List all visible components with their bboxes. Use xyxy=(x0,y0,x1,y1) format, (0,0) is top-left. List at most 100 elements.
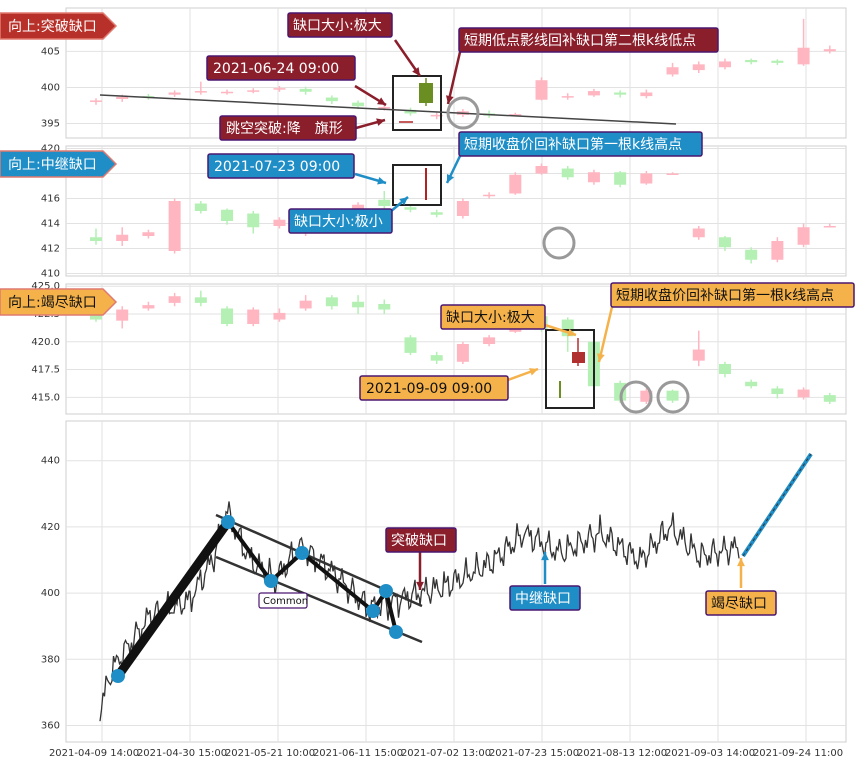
candle-body xyxy=(614,172,627,185)
candle-body xyxy=(404,337,417,353)
candle-body xyxy=(142,305,155,309)
panel1-size-box: 缺口大小:极大 xyxy=(287,12,393,38)
arrow-date3-head xyxy=(529,368,538,376)
candle-body xyxy=(771,60,784,63)
candle-body xyxy=(404,207,417,210)
candle-body xyxy=(797,47,810,65)
panel3-size-text: 缺口大小:极大 xyxy=(446,310,535,326)
panel1-y-tick: 405 xyxy=(41,46,60,57)
candle-body xyxy=(692,64,705,71)
panel1-shadow-box: 短期低点影线回补缺口第二根k线低点 xyxy=(458,27,719,53)
candle-body xyxy=(823,395,836,402)
panel2-tag-text: 向上:中继缺口 xyxy=(8,157,97,173)
main-x-tick: 2021-09-03 14:00 xyxy=(665,748,755,759)
zigzag-point xyxy=(111,669,125,683)
candle-body xyxy=(666,390,679,401)
candle-body xyxy=(221,308,234,324)
candle-body xyxy=(640,173,653,184)
panel1-pattern-box: 跳空突破:降 旗形 xyxy=(219,115,357,141)
main-exhaustion-box: 竭尽缺口 xyxy=(705,590,777,616)
panel2-date-box: 2021-07-23 09:00 xyxy=(207,153,355,179)
panel3-y-tick: 425.0 xyxy=(31,281,60,292)
candle-body xyxy=(797,389,810,398)
panel1-size-text: 缺口大小:极大 xyxy=(293,18,382,34)
panel3-date-box: 2021-09-09 09:00 xyxy=(359,375,509,401)
main-y-tick: 380 xyxy=(41,654,60,665)
panel3-close-box: 短期收盘价回补缺口第一根k线高点 xyxy=(610,282,855,308)
zigzag-point xyxy=(295,546,309,560)
panel1-y-tick: 395 xyxy=(41,119,60,130)
gap-circle xyxy=(542,226,576,260)
candle-body xyxy=(194,203,207,211)
candle-body xyxy=(483,194,496,197)
candle-body xyxy=(666,173,679,175)
candle-body xyxy=(90,100,102,102)
price-line-layer xyxy=(99,452,813,722)
main-breakaway-box: 突破缺口 xyxy=(385,527,457,553)
panel3-y-tick: 417.5 xyxy=(31,365,60,376)
arrow-close3 xyxy=(597,306,614,363)
panel2-close-box: 短期收盘价回补缺口第一根k线高点 xyxy=(458,131,703,157)
candle-body xyxy=(614,92,627,95)
channel-lower xyxy=(215,555,423,644)
candle-body xyxy=(352,102,365,107)
main-common-text: Common xyxy=(263,596,308,607)
panel1-tag: 向上:突破缺口 xyxy=(0,12,118,40)
main-runaway-box: 中继缺口 xyxy=(509,585,581,611)
candle-body xyxy=(299,300,312,309)
arrow-runaway-head xyxy=(541,552,549,561)
arrow-date1-head xyxy=(377,97,386,105)
main-y-tick: 440 xyxy=(41,456,60,467)
candle-body xyxy=(404,109,417,114)
candle-body xyxy=(692,349,705,361)
arrow-size1-head xyxy=(412,67,420,76)
candle-body xyxy=(116,309,129,321)
main-y-tick: 400 xyxy=(41,588,60,599)
main-x-tick: 2021-04-30 15:00 xyxy=(137,748,227,759)
arrow-exhaustion-head xyxy=(737,558,745,567)
zigzag-point xyxy=(264,574,278,588)
candle-body xyxy=(718,237,731,248)
arrow-date2-head xyxy=(377,176,386,185)
candle-body xyxy=(116,96,129,99)
candle-body xyxy=(483,337,496,344)
panel3-tag: 向上:竭尽缺口 xyxy=(0,288,118,316)
candle-body xyxy=(535,80,548,100)
candle-body xyxy=(90,237,102,241)
projection-dash xyxy=(742,453,812,557)
arrow-shadow1-head xyxy=(446,95,454,104)
main-x-tick: 2021-06-11 15:00 xyxy=(313,748,403,759)
panel1-gap-box xyxy=(392,75,442,131)
candle-body xyxy=(378,304,391,310)
candle-body xyxy=(194,91,207,93)
panel-frames xyxy=(65,7,847,743)
candle-body xyxy=(718,364,731,374)
arrow-breakaway-head xyxy=(416,581,424,590)
price-line xyxy=(99,501,740,722)
panel1-date-box: 2021-06-24 09:00 xyxy=(206,55,356,81)
arrow-size3-head xyxy=(567,328,576,337)
candle-body xyxy=(561,168,574,178)
panel1-y-tick: 400 xyxy=(41,82,60,93)
candle-body xyxy=(456,201,469,216)
candle-body xyxy=(168,296,181,303)
arrow-close3-head xyxy=(597,353,605,362)
candle-body xyxy=(666,67,679,75)
candle-body xyxy=(378,199,391,206)
candle-body xyxy=(718,61,731,68)
panel2-gap-box xyxy=(392,164,442,206)
arrow-shadow1 xyxy=(446,51,462,105)
zigzag-point xyxy=(221,515,235,529)
panel3-tag-text: 向上:竭尽缺口 xyxy=(8,295,97,311)
annotation-overlays xyxy=(99,39,745,590)
candle-body xyxy=(325,97,338,102)
candle-body xyxy=(168,201,181,251)
candle-body xyxy=(273,312,286,320)
candle-body xyxy=(640,390,653,402)
candle-body xyxy=(640,92,653,97)
candle-body xyxy=(221,91,234,94)
candle-body xyxy=(221,209,234,221)
panel1-pattern-text: 跳空突破:降 旗形 xyxy=(226,121,343,137)
